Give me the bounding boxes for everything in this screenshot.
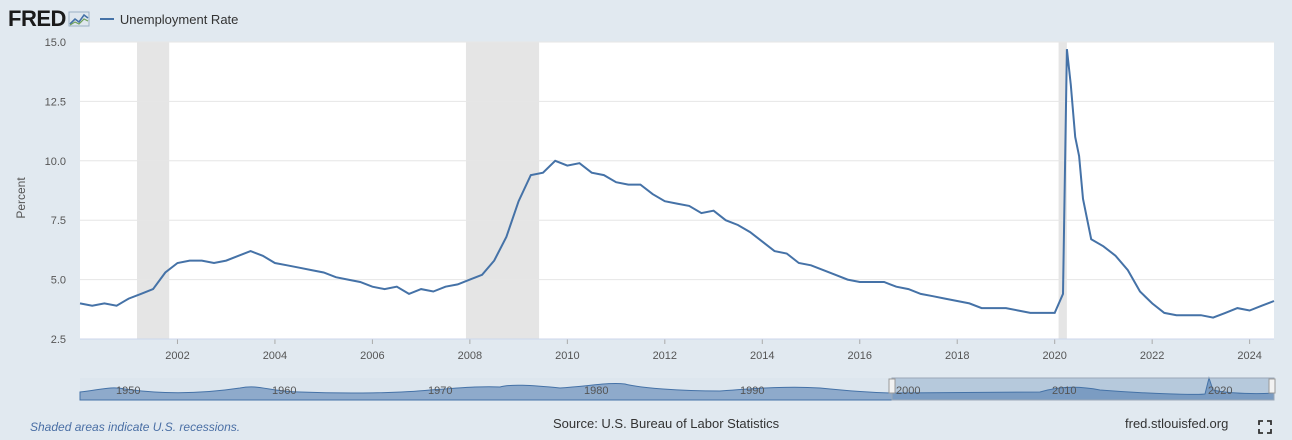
- navigator-label-1960: 1960: [272, 385, 296, 397]
- recession-note: Shaded areas indicate U.S. recessions.: [30, 420, 241, 434]
- navigator-area: [79, 376, 1275, 401]
- x-tick-label: 2018: [945, 350, 969, 362]
- header: FRED Unemployment Rate: [8, 4, 238, 34]
- y-tick-label: 2.5: [51, 334, 66, 346]
- navigator-label-1990: 1990: [740, 385, 764, 397]
- x-tick-label: 2006: [360, 350, 384, 362]
- fred-logo[interactable]: FRED: [8, 6, 66, 31]
- y-tick-label: 15.0: [45, 37, 66, 49]
- navigator-label-1950: 1950: [116, 385, 140, 397]
- y-tick-label: 12.5: [45, 96, 66, 108]
- y-tick-label: 7.5: [51, 215, 66, 227]
- recession-band: [465, 42, 540, 339]
- x-tick-label: 2004: [263, 350, 287, 362]
- legend[interactable]: Unemployment Rate: [99, 11, 239, 27]
- site-link[interactable]: fred.stlouisfed.org: [1125, 416, 1229, 431]
- x-tick-label: 2024: [1237, 350, 1261, 362]
- x-tick-label: 2022: [1140, 350, 1164, 362]
- y-tick-label: 5.0: [51, 275, 66, 287]
- series-line[interactable]: [79, 48, 1275, 319]
- chart-line-icon: [68, 11, 90, 27]
- y-axis: 2.5 5.0 7.5 10.0 12.5 15.0: [45, 37, 66, 346]
- chart: 2.55.07.510.012.515.0 2002 2004 2006 2008 20…: [14, 37, 1276, 401]
- x-tick-label: 2016: [848, 350, 872, 362]
- navigator-label-2000: 2000: [896, 385, 920, 397]
- x-tick-label: 2014: [750, 350, 774, 362]
- navigator-label-1970: 1970: [428, 385, 452, 397]
- x-tick-label: 2002: [165, 350, 189, 362]
- x-tick-label: 2020: [1042, 350, 1066, 362]
- navigator-label-2010: 2010: [1052, 385, 1076, 397]
- recession-band: [1058, 42, 1067, 339]
- plot-area[interactable]: [80, 42, 1274, 339]
- navigator-handle-left[interactable]: [888, 378, 896, 394]
- x-tick-label: 2012: [653, 350, 677, 362]
- navigator-label-2020: 2020: [1208, 385, 1232, 397]
- x-tick-label: 2010: [555, 350, 579, 362]
- navigator-label-1980: 1980: [584, 385, 608, 397]
- legend-swatch: [99, 18, 114, 20]
- source-text: Source: U.S. Bureau of Labor Statistics: [553, 416, 780, 431]
- x-tick-label: 2008: [458, 350, 482, 362]
- y-axis-label: Percent: [14, 177, 28, 219]
- navigator-handle-right[interactable]: [1268, 378, 1276, 394]
- x-axis: 2002 2004 2006 2008 2010 2012 2014 2016 2018 2020…: [80, 338, 1274, 362]
- navigator[interactable]: 1950 1960 1970 1980 1990 2000 2010 2020: [79, 376, 1276, 401]
- y-tick-label: 10.0: [45, 156, 66, 168]
- recession-bands: [137, 42, 1067, 339]
- fullscreen-icon[interactable]: [1258, 420, 1272, 434]
- legend-label: Unemployment Rate: [119, 11, 239, 27]
